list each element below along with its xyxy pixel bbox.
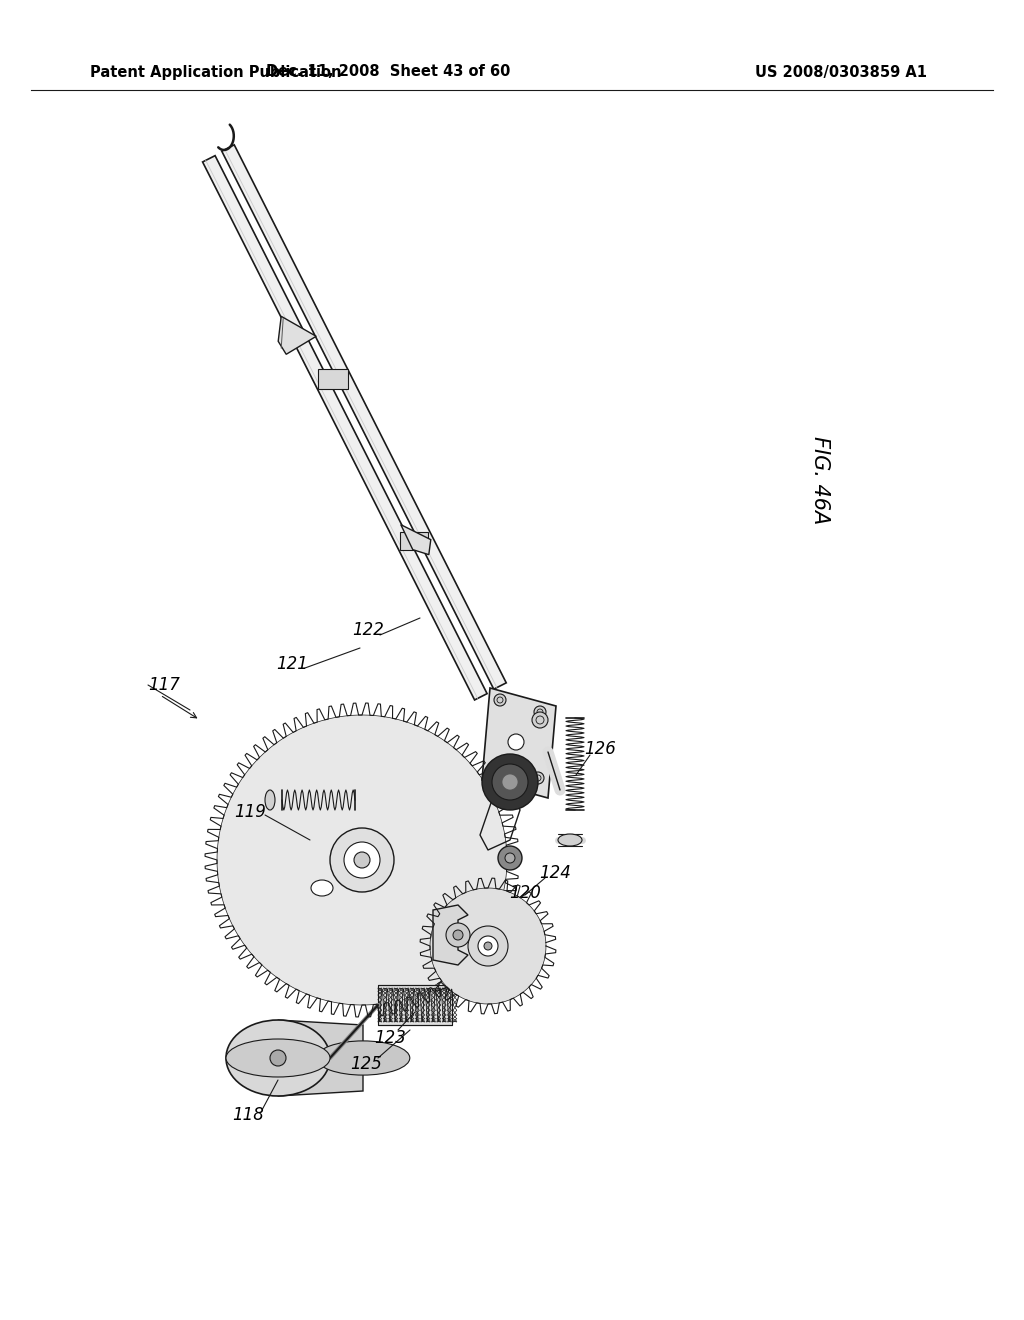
Circle shape <box>270 1049 286 1067</box>
Text: 126: 126 <box>584 741 616 758</box>
Polygon shape <box>430 888 546 1005</box>
Circle shape <box>492 764 528 800</box>
Ellipse shape <box>316 1041 410 1074</box>
Circle shape <box>344 842 380 878</box>
Ellipse shape <box>226 1020 330 1096</box>
Circle shape <box>532 772 544 784</box>
Circle shape <box>453 931 463 940</box>
Ellipse shape <box>265 789 275 810</box>
Text: 123: 123 <box>374 1030 406 1047</box>
Polygon shape <box>317 370 348 389</box>
Text: US 2008/0303859 A1: US 2008/0303859 A1 <box>755 65 927 79</box>
Circle shape <box>484 942 492 950</box>
Circle shape <box>532 711 548 729</box>
Circle shape <box>534 706 546 718</box>
Text: 117: 117 <box>148 676 180 694</box>
Circle shape <box>505 853 515 863</box>
Ellipse shape <box>311 880 333 896</box>
Circle shape <box>494 694 506 706</box>
Polygon shape <box>278 1020 362 1096</box>
Ellipse shape <box>226 1039 330 1077</box>
Circle shape <box>446 923 470 946</box>
Polygon shape <box>400 524 431 554</box>
Circle shape <box>498 846 522 870</box>
Polygon shape <box>217 715 507 1005</box>
Circle shape <box>504 764 516 776</box>
Text: 125: 125 <box>350 1055 382 1073</box>
Polygon shape <box>378 985 452 1026</box>
Polygon shape <box>482 688 556 799</box>
Text: 120: 120 <box>509 884 541 902</box>
Circle shape <box>468 927 508 966</box>
Text: 121: 121 <box>276 655 308 673</box>
Circle shape <box>478 936 498 956</box>
Text: 119: 119 <box>234 803 266 821</box>
Circle shape <box>330 828 394 892</box>
Text: FIG. 46A: FIG. 46A <box>810 436 830 524</box>
Polygon shape <box>222 145 506 689</box>
Polygon shape <box>203 156 487 700</box>
Text: Patent Application Publication: Patent Application Publication <box>90 65 341 79</box>
Text: 118: 118 <box>232 1106 264 1125</box>
Text: 122: 122 <box>352 620 384 639</box>
Polygon shape <box>433 906 468 965</box>
Ellipse shape <box>558 834 582 846</box>
Polygon shape <box>400 532 428 549</box>
Text: 124: 124 <box>539 865 571 882</box>
Text: Dec. 11, 2008  Sheet 43 of 60: Dec. 11, 2008 Sheet 43 of 60 <box>266 65 510 79</box>
Circle shape <box>508 734 524 750</box>
Circle shape <box>482 754 538 810</box>
Circle shape <box>502 774 518 789</box>
Circle shape <box>354 851 370 869</box>
Polygon shape <box>279 317 316 354</box>
